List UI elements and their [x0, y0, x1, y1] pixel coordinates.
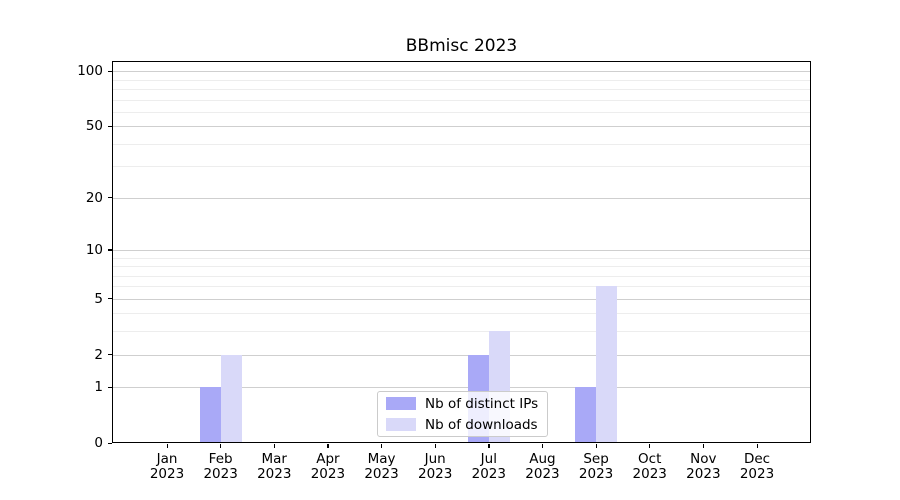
legend-item-distinct-ips: Nb of distinct IPs	[378, 394, 547, 414]
legend-swatch-downloads	[386, 418, 416, 431]
x-axis-tick	[702, 444, 705, 448]
x-axis-tick-label: Sep 2023	[578, 451, 614, 482]
gridline-minor	[113, 275, 810, 277]
gridline-minor	[113, 111, 810, 113]
y-axis-tick-label: 1	[94, 379, 103, 396]
x-axis-tick-label: Oct 2023	[632, 451, 667, 482]
x-axis-tick-label: Jun 2023	[417, 451, 453, 482]
gridline-minor	[113, 99, 810, 101]
x-axis-tick	[595, 444, 597, 448]
y-axis-tick	[108, 249, 112, 251]
y-axis-tick-label: 10	[85, 241, 103, 258]
gridline-major	[113, 126, 810, 128]
gridline-minor	[113, 266, 810, 267]
gridline-minor	[113, 286, 810, 288]
x-axis-tick	[434, 444, 436, 448]
x-axis-tick	[220, 444, 222, 448]
x-axis-tick-label: Apr 2023	[310, 451, 346, 482]
y-axis-tick-label: 5	[94, 290, 103, 307]
x-axis-tick-label: Aug 2023	[525, 451, 560, 482]
gridline-minor	[113, 313, 810, 315]
gridline-minor	[113, 143, 810, 145]
legend-label-downloads: Nb of downloads	[425, 416, 538, 433]
gridline-major	[113, 249, 810, 251]
x-axis-tick	[488, 444, 490, 448]
y-axis-tick	[108, 298, 112, 300]
x-axis-tick-label: Feb 2023	[203, 451, 238, 482]
gridline-minor	[113, 79, 810, 81]
gridline-major	[113, 298, 810, 300]
y-axis-tick-label: 50	[85, 118, 103, 135]
gridline-minor	[113, 331, 810, 333]
y-axis-tick	[108, 197, 112, 199]
plot-area-border	[112, 61, 811, 443]
x-axis-tick-label: Nov 2023	[686, 451, 721, 482]
bar-downloads	[220, 354, 242, 443]
y-axis-tick	[108, 70, 112, 72]
legend-item-downloads: Nb of downloads	[378, 415, 547, 435]
x-axis-tick	[541, 444, 544, 448]
bar-distinct-ips	[199, 387, 221, 443]
y-axis-tick	[108, 442, 112, 444]
x-axis-tick	[381, 444, 383, 448]
x-axis-tick-label: Dec 2023	[739, 451, 775, 482]
y-axis-tick	[108, 125, 112, 127]
y-axis-tick-label: 2	[94, 346, 103, 363]
legend-swatch-distinct-ips	[386, 397, 416, 410]
x-axis-tick	[649, 444, 651, 448]
x-axis-tick-label: Jan 2023	[149, 451, 185, 482]
legend-label-distinct-ips: Nb of distinct IPs	[425, 395, 539, 412]
gridline-major	[113, 354, 810, 356]
gridline-major	[113, 387, 810, 389]
x-axis-tick-label: Jul 2023	[471, 451, 506, 482]
x-axis-tick	[327, 444, 329, 448]
gridline-minor	[113, 89, 810, 91]
y-axis-tick-label: 20	[85, 189, 103, 206]
legend: Nb of distinct IPs Nb of downloads	[377, 391, 548, 437]
x-axis-tick	[166, 444, 168, 448]
gridline-major	[113, 71, 810, 73]
y-axis-tick-label: 100	[77, 63, 103, 80]
y-axis-tick-label: 0	[94, 435, 103, 451]
bar-distinct-ips	[575, 387, 597, 443]
x-axis-tick-label: Mar 2023	[257, 451, 292, 482]
gridline-minor	[113, 166, 810, 168]
chart-title: BBmisc 2023	[405, 36, 518, 56]
x-axis-tick	[756, 444, 758, 448]
x-axis-tick-label: May 2023	[364, 451, 399, 482]
gridline-minor	[113, 257, 810, 259]
y-axis-tick	[108, 354, 112, 356]
x-axis-tick	[273, 444, 275, 448]
bar-downloads	[596, 286, 618, 443]
y-axis-tick	[108, 386, 112, 388]
gridline-major	[113, 197, 810, 199]
